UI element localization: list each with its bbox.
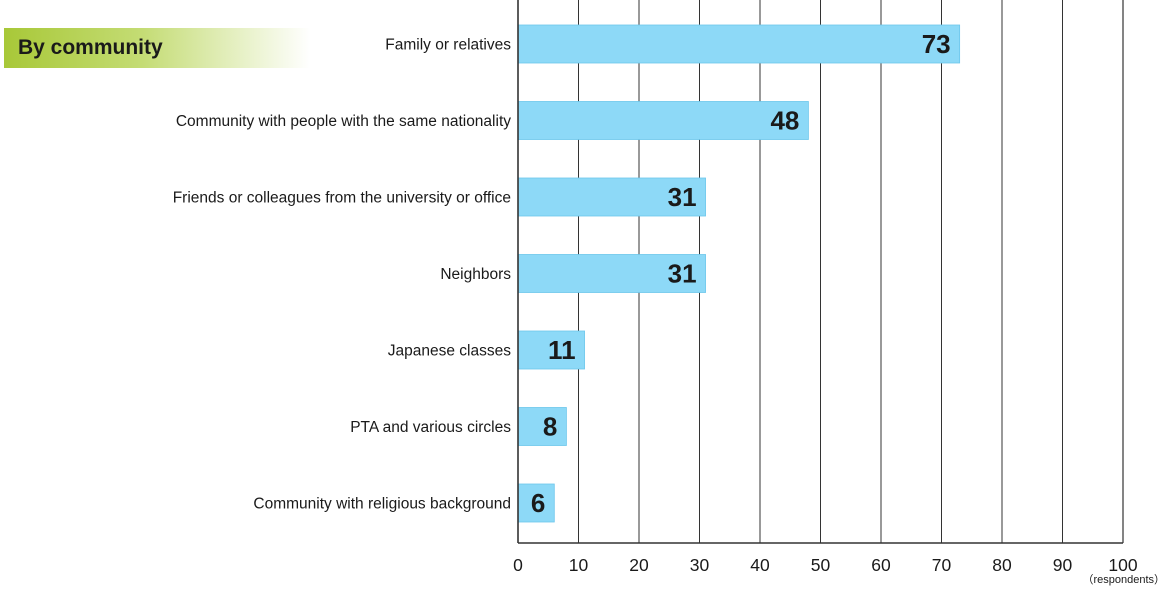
x-tick-label-8: 80 xyxy=(992,555,1012,575)
title-badge: By community xyxy=(4,28,310,68)
value-label-3: 31 xyxy=(668,259,697,289)
bar-4 xyxy=(517,330,585,370)
category-label-1: Community with people with the same nati… xyxy=(176,113,511,130)
bar-3 xyxy=(517,254,706,293)
chart-title: By community xyxy=(18,36,163,59)
value-label-6: 6 xyxy=(531,488,545,518)
x-tick-label-10: 100 xyxy=(1108,555,1137,575)
bar-6 xyxy=(517,483,555,523)
x-tick-label-1: 10 xyxy=(569,555,589,575)
bar-2 xyxy=(517,177,706,217)
bar-1 xyxy=(517,101,809,140)
x-tick-label-5: 50 xyxy=(811,555,831,575)
value-label-2: 31 xyxy=(668,182,697,212)
bar-0 xyxy=(517,24,961,64)
x-tick-label-9: 90 xyxy=(1053,555,1073,575)
value-label-5: 8 xyxy=(543,412,557,442)
x-tick-label-0: 0 xyxy=(513,555,523,575)
bar-5 xyxy=(517,407,567,446)
category-label-6: Community with religious background xyxy=(253,496,511,513)
category-label-2: Friends or colleagues from the universit… xyxy=(173,190,511,207)
category-label-4: Japanese classes xyxy=(388,343,511,360)
x-tick-label-2: 20 xyxy=(629,555,649,575)
value-label-0: 73 xyxy=(922,29,951,59)
x-tick-label-7: 70 xyxy=(932,555,952,575)
x-axis-unit-label: （respondents） xyxy=(1082,573,1165,586)
x-tick-label-6: 60 xyxy=(871,555,891,575)
x-tick-label-3: 30 xyxy=(690,555,710,575)
category-label-3: Neighbors xyxy=(440,266,511,283)
value-label-1: 48 xyxy=(770,106,799,136)
category-label-0: Family or relatives xyxy=(385,37,511,54)
value-label-4: 11 xyxy=(548,335,576,365)
x-tick-label-4: 40 xyxy=(750,555,770,575)
category-label-5: PTA and various circles xyxy=(350,419,511,436)
